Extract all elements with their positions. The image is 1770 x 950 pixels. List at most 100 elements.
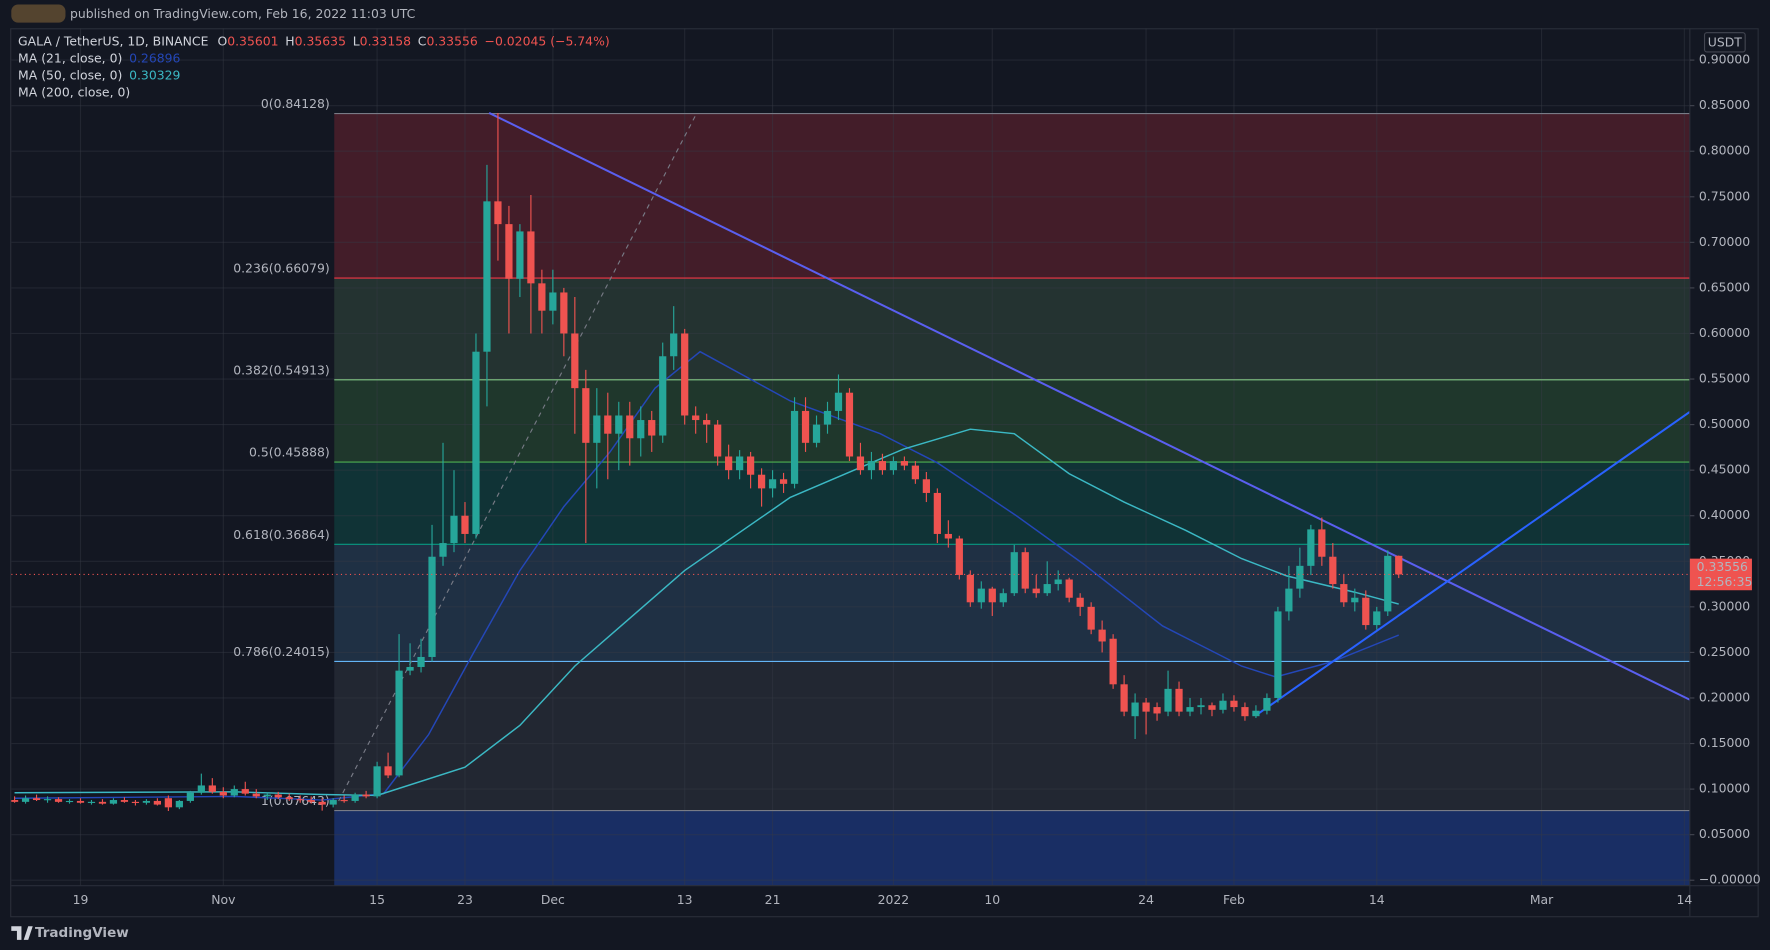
x-tick-label: 23 [457,892,473,907]
candle-body [241,789,249,794]
symbol: GALA / TetherUS, 1D, BINANCE [18,33,209,48]
indicator-legend: MA (21, close, 0) 0.26896 [18,50,180,65]
ohlc-value: 0.35601 [227,33,278,48]
candle-body [142,800,151,803]
candle-body [1329,556,1337,585]
candle-body [626,415,634,439]
candle-body [966,574,974,603]
y-tick-label: 0.55000 [1699,371,1750,386]
candle-body [384,766,392,776]
candle-body [395,670,403,776]
candle-body [197,785,205,793]
candle-body [889,461,898,471]
candle-body [1219,700,1227,710]
indicator-legend: MA (200, close, 0) [18,84,130,99]
x-tick-label: 10 [984,892,1000,907]
frame [10,28,1759,918]
indicator-legend: MA (50, close, 0) 0.30329 [18,67,180,82]
candle-body [1230,700,1238,708]
candle-body [461,515,469,534]
candle-body [1109,638,1117,685]
candle-body [351,794,359,801]
candle-body [812,424,821,443]
last-price-label: 0.33556 [1697,559,1748,574]
candle-body [681,333,689,416]
candle-body [933,492,941,534]
candle-body [692,415,700,421]
candle-body [1054,579,1062,585]
candle-body [725,456,733,471]
candle-body [373,766,381,797]
indicator-value: 0.26896 [129,50,180,65]
candle-body [1164,688,1172,712]
candle-body [648,420,656,436]
ohlc-key: C [418,33,427,48]
candle-body [637,420,645,439]
y-tick-label: 0.20000 [1699,689,1750,704]
candle-body [439,543,447,557]
y-tick-label: 0.90000 [1699,52,1750,67]
candle-body [1065,579,1073,598]
candle-body [1153,707,1161,714]
candle-body [208,785,216,792]
candle-body [1021,552,1029,589]
x-tick-label: Nov [211,892,235,907]
candle-body [1197,705,1205,708]
brand-name: TradingView [35,925,129,941]
x-tick-label: 14 [1676,892,1692,907]
fib-label: 0.786(0.24015) [233,644,330,659]
indicator-name: MA (200, close, 0) [18,84,130,99]
candle-body [417,656,425,667]
fib-label: 0.382(0.54913) [233,362,330,377]
candle-body [1340,584,1348,603]
bar-countdown: 12:56:35 [1697,574,1753,589]
candle-body [922,479,930,493]
currency-label[interactable]: USDT [1708,34,1743,49]
plot-area: 0(0.84128) 0.236(0.66079) 0.382(0.54913) 0.… [11,28,1690,886]
candle-body [1274,611,1282,698]
candle-body [746,456,755,475]
candle-body [1373,611,1381,626]
candle-body [1186,707,1194,712]
candle-body [593,415,601,443]
candle-body [736,456,744,471]
indicator-name: MA (50, close, 0) [18,67,122,82]
candle-body [516,231,524,279]
candle-body [483,201,491,352]
candle-body [252,793,260,797]
candle-body [1241,707,1249,717]
candle-body [582,388,590,443]
candle-body [340,800,348,802]
candle-body [219,791,227,796]
candle-body [944,533,952,539]
candle-body [329,800,337,805]
candle-body [1285,588,1293,612]
candle-body [1318,529,1326,557]
candle-body [263,794,271,797]
candle-body [87,801,96,803]
x-tick-label: 2022 [878,892,910,907]
x-tick-label: Mar [1530,892,1554,907]
y-tick-label: 0.40000 [1699,507,1750,522]
y-tick-label: 0.75000 [1699,188,1750,203]
candle-body [131,801,140,803]
candle-body [1076,597,1084,607]
candle-body [977,588,985,603]
ohlc-value: 0.33556 [426,33,477,48]
candle-body [1307,529,1315,566]
y-tick-label: 0.50000 [1699,416,1750,431]
y-tick-label: 0.25000 [1699,644,1750,659]
candle-body [406,666,414,671]
candle-body [1120,684,1128,712]
candle-body [604,415,612,434]
candle-body [768,479,777,489]
currency-box[interactable] [1703,32,1746,53]
axes: USDT 0.90000 0.85000 0.80000 0.75000 0.70000… [11,28,1761,917]
indicator-value: 0.30329 [129,67,180,82]
candle-body [1351,597,1359,603]
candle-body [318,801,326,805]
x-tick-label: Feb [1223,892,1245,907]
footer: TradingView [11,925,129,941]
x-tick-label: 19 [73,892,89,907]
candle-body [670,333,678,357]
